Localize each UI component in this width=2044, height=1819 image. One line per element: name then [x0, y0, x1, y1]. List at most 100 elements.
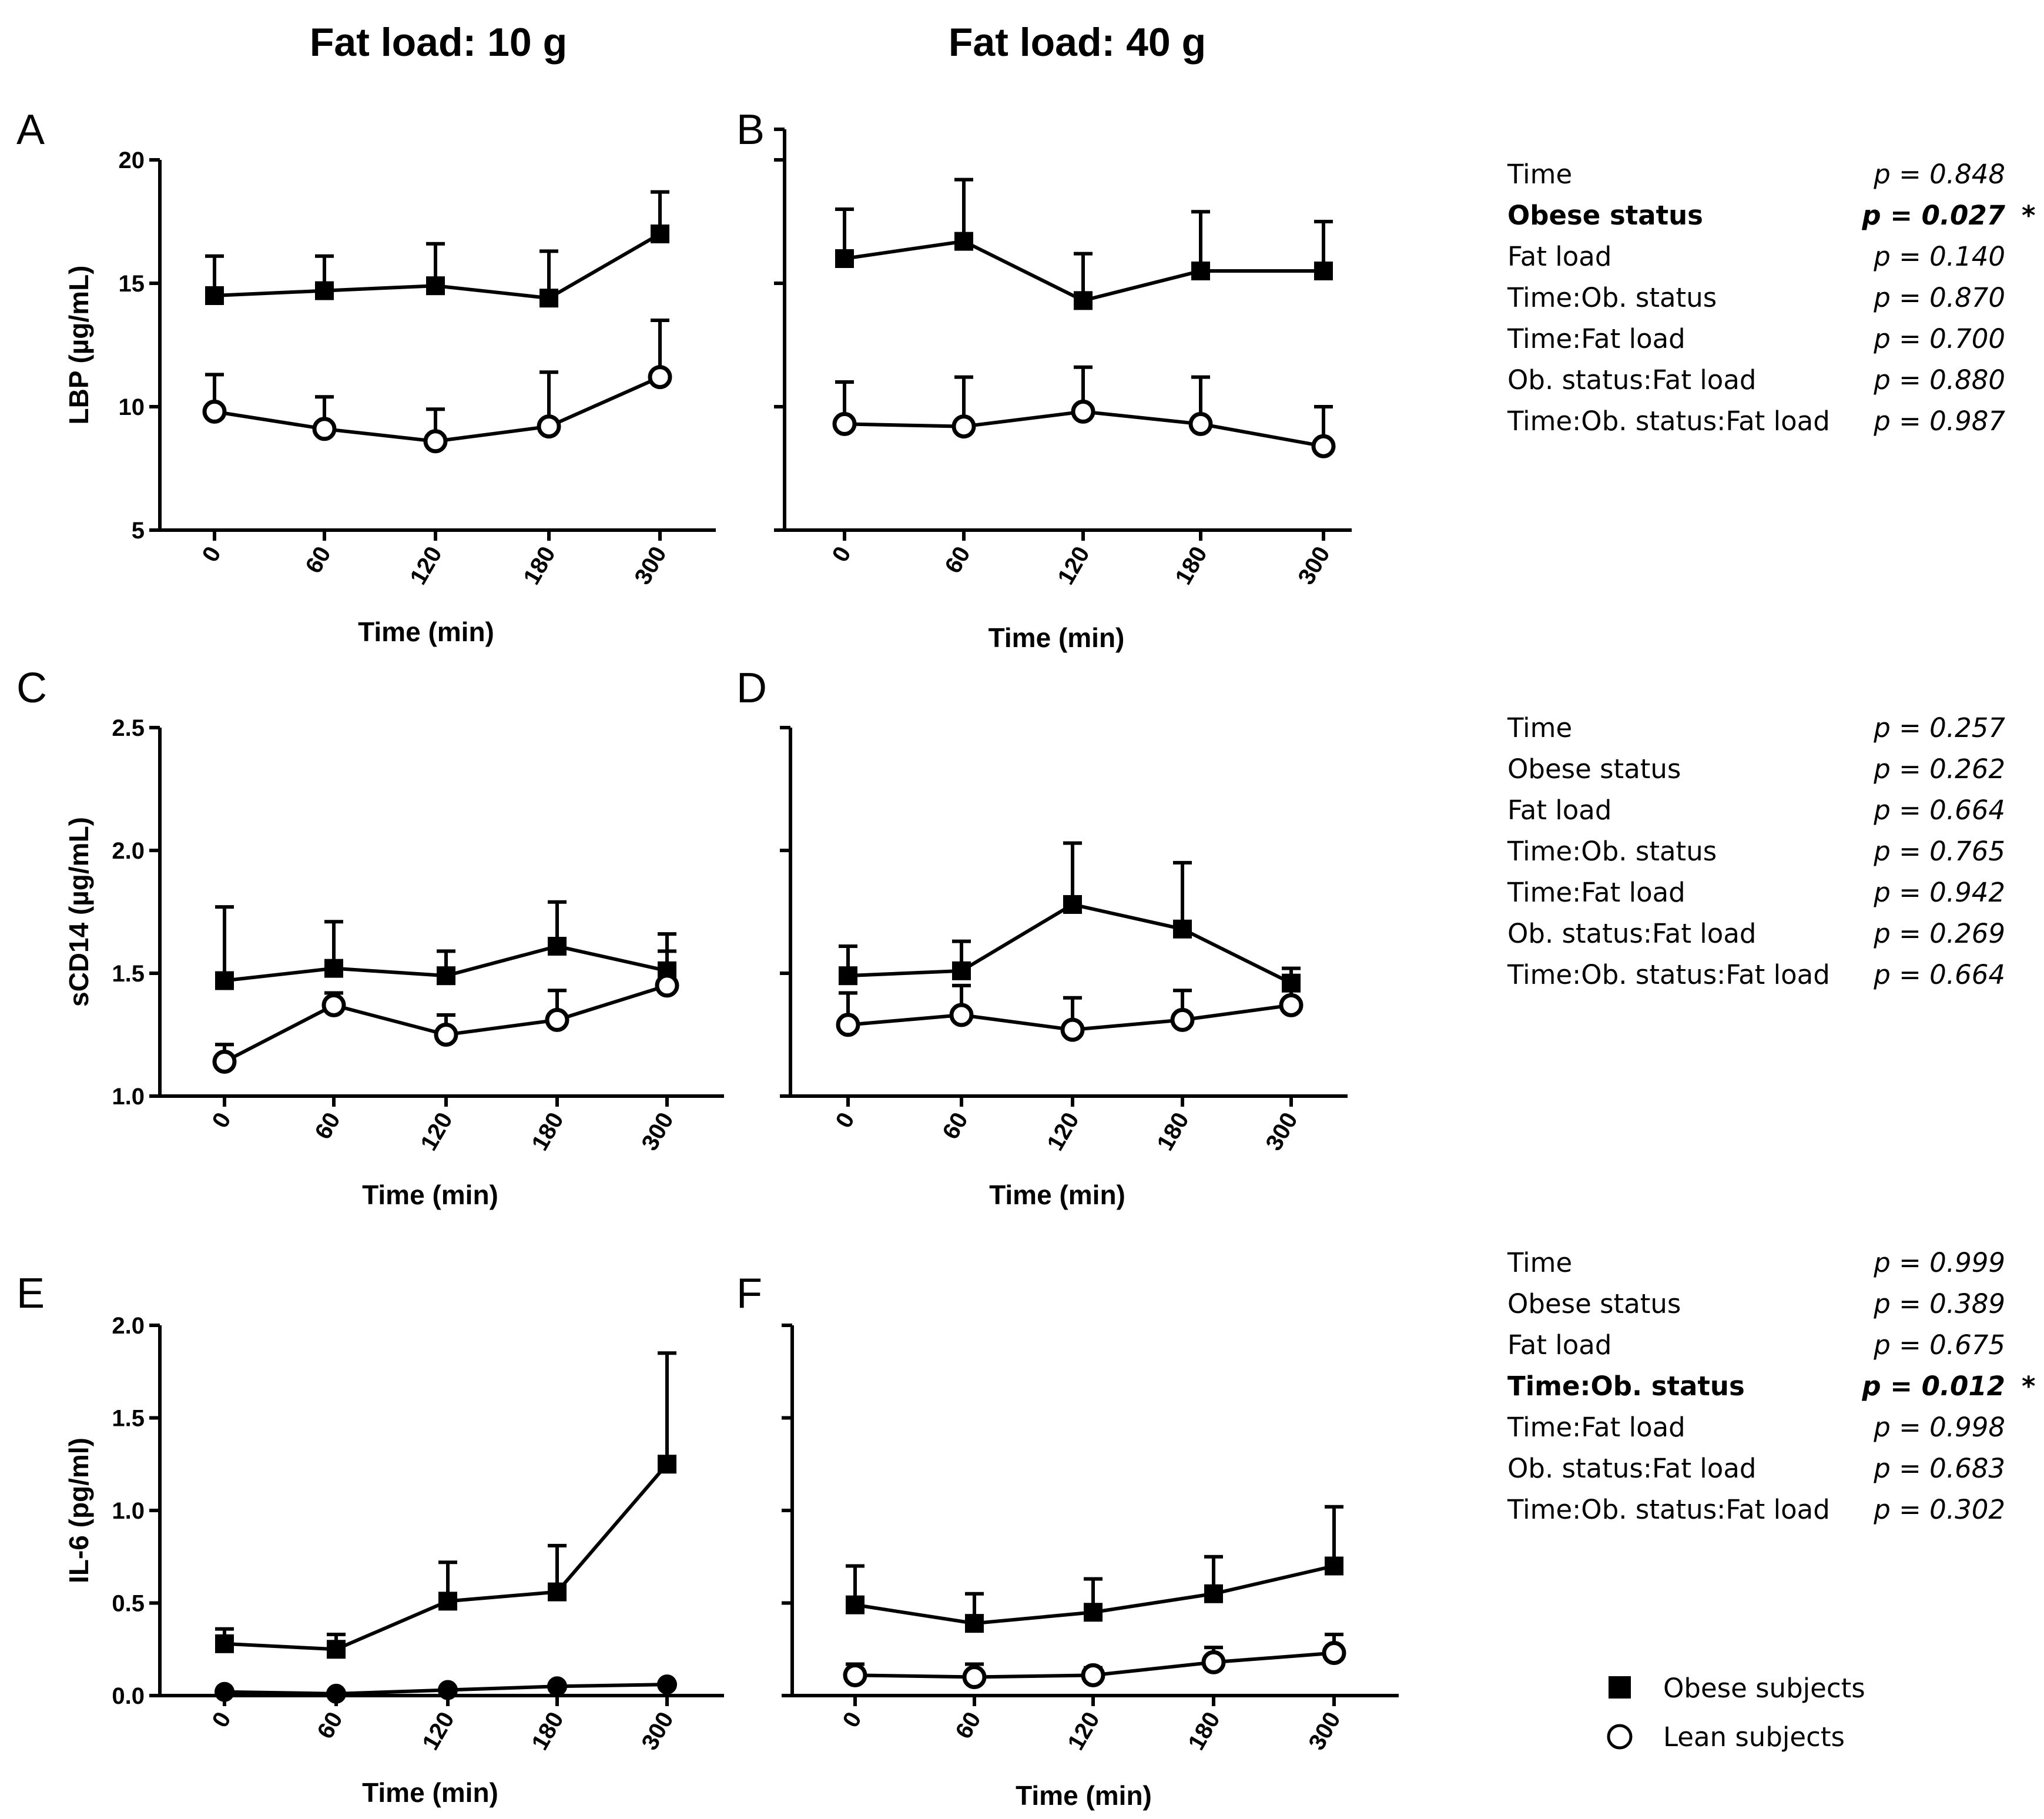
- data-point-circle: [949, 1003, 974, 1027]
- stats-block: Time p = 0.848 Obese status p = 0.027 * Fat l…: [1507, 159, 2036, 437]
- stats-term: Time:Fat load: [1507, 323, 1686, 354]
- series-lean: [832, 365, 1336, 458]
- series-obese: [846, 1505, 1343, 1633]
- y-axis-title: sCD14 (µg/mL): [63, 817, 94, 1007]
- x-tick-label: 60: [950, 1708, 986, 1744]
- stats-p-value: p = 0.765: [1873, 836, 2005, 867]
- data-point-circle: [1081, 1663, 1105, 1687]
- stats-p-value: p = 0.140: [1873, 241, 2005, 272]
- series-lean: [212, 949, 679, 1074]
- x-tick-label: 300: [636, 1108, 678, 1155]
- stats-p-value: p = 0.675: [1873, 1329, 2005, 1361]
- x-tick-label: 180: [527, 1708, 568, 1755]
- data-point-square: [1314, 262, 1333, 280]
- column-title-10g: Fat load: 10 g: [310, 20, 567, 65]
- series-lean: [843, 1633, 1346, 1689]
- series-lean: [836, 981, 1304, 1042]
- stats-term: Obese status: [1507, 753, 1681, 785]
- y-axis-title: LBP (µg/mL): [63, 266, 94, 425]
- data-point-square: [315, 281, 334, 300]
- panel-letter: A: [16, 106, 45, 153]
- data-point-circle: [202, 399, 227, 424]
- data-point-square: [324, 959, 343, 978]
- panel-f: F 0 60 120 180 300 Time (min): [736, 1270, 1399, 1811]
- data-point-square: [1084, 1603, 1103, 1622]
- stats-p-value: p = 0.848: [1873, 159, 2005, 190]
- panel-letter: F: [736, 1270, 762, 1317]
- stats-term: Time:Ob. status: [1507, 282, 1717, 313]
- x-axis-title: Time (min): [362, 1180, 498, 1210]
- x-tick-label: 0: [831, 1108, 860, 1133]
- panel-e: E 0.0 0.5 1.0 1.5 2.0 0 60 120 180 300 Time (min) IL…: [16, 1270, 724, 1808]
- data-point-circle: [1060, 1017, 1085, 1042]
- data-point-circle: [438, 1680, 458, 1700]
- data-point-circle: [1170, 1007, 1195, 1032]
- data-point-circle: [1071, 399, 1095, 424]
- data-point-circle: [657, 1674, 677, 1695]
- data-point-circle: [423, 429, 448, 454]
- y-tick-label: 2.0: [112, 838, 145, 864]
- stats-p-value: p = 0.683: [1873, 1453, 2005, 1484]
- stats-p-value: p = 0.999: [1873, 1247, 2005, 1278]
- legend-marker-circle: [1607, 1724, 1633, 1750]
- panel-letter: D: [736, 665, 767, 712]
- stats-block: Time p = 0.257 Obese status p = 0.262 Fat lo…: [1507, 712, 2005, 990]
- stats-term: Time: [1507, 159, 1572, 190]
- y-tick-label: 1.0: [112, 1498, 145, 1524]
- legend-item-obese: Obese subjects: [1609, 1673, 1865, 1704]
- series-obese: [835, 177, 1333, 310]
- data-point-square: [965, 1614, 984, 1633]
- x-tick-label: 60: [300, 542, 336, 578]
- panel-c: C 1.0 1.5 2.0 2.5 0 60 120 180 300 Time (min) sCD14…: [16, 665, 724, 1210]
- significance-star: *: [2022, 1371, 2036, 1402]
- significance-star: *: [2022, 200, 2036, 231]
- x-tick-label: 0: [197, 542, 226, 567]
- data-point-square: [438, 1592, 457, 1611]
- data-point-circle: [434, 1023, 458, 1047]
- data-point-square: [548, 937, 567, 956]
- data-point-square: [215, 971, 234, 990]
- y-tick-label: 1.5: [112, 1406, 145, 1432]
- data-point-circle: [326, 1683, 346, 1704]
- x-tick-label: 300: [636, 1708, 678, 1755]
- stats-term: Time:Ob. status: [1507, 836, 1717, 867]
- data-point-circle: [212, 1049, 237, 1074]
- x-tick-label: 120: [405, 542, 447, 589]
- data-point-square: [1191, 262, 1210, 280]
- data-point-square: [1325, 1556, 1343, 1576]
- data-point-circle: [832, 411, 857, 436]
- data-point-square: [651, 225, 669, 243]
- stats-block: Time p = 0.999 Obese status p = 0.389 Fat lo…: [1507, 1247, 2036, 1525]
- data-point-square: [846, 1595, 864, 1614]
- panel-d: D 0 60 120 180 300 Time (min): [736, 665, 1348, 1210]
- legend-marker-square: [1609, 1676, 1631, 1699]
- legend-label: Obese subjects: [1663, 1673, 1865, 1704]
- y-tick-label: 10: [119, 394, 145, 420]
- x-tick-label: 300: [629, 542, 671, 589]
- data-point-square: [1074, 291, 1093, 310]
- data-point-square: [327, 1640, 346, 1659]
- x-axis-title: Time (min): [1016, 1780, 1152, 1811]
- stats-term: Ob. status:Fat load: [1507, 364, 1756, 396]
- stats-term: Ob. status:Fat load: [1507, 1453, 1756, 1484]
- y-tick-label: 0.5: [112, 1591, 145, 1617]
- series-obese: [215, 900, 676, 990]
- stats-term: Time:Ob. status:Fat load: [1507, 959, 1830, 990]
- stats-term: Ob. status:Fat load: [1507, 918, 1756, 949]
- stats-p-value: p = 0.389: [1873, 1288, 2005, 1319]
- x-tick-label: 120: [417, 1708, 459, 1755]
- series-obese: [839, 841, 1301, 993]
- legend-label: Lean subjects: [1663, 1721, 1845, 1753]
- x-tick-label: 300: [1304, 1708, 1345, 1755]
- data-point-square: [426, 276, 445, 296]
- stats-term: Time:Fat load: [1507, 877, 1686, 908]
- x-tick-label: 180: [1152, 1108, 1194, 1155]
- stats-group: Time p = 0.848 Obese status p = 0.027 * Fat l…: [1507, 159, 2036, 1525]
- stats-p-value: p = 0.700: [1873, 323, 2005, 354]
- data-point-circle: [1279, 993, 1304, 1017]
- series-obese: [215, 1351, 676, 1659]
- legend-item-lean: Lean subjects: [1607, 1721, 1845, 1753]
- x-tick-label: 300: [1261, 1108, 1302, 1155]
- y-tick-label: 20: [119, 148, 145, 173]
- data-point-circle: [537, 414, 561, 439]
